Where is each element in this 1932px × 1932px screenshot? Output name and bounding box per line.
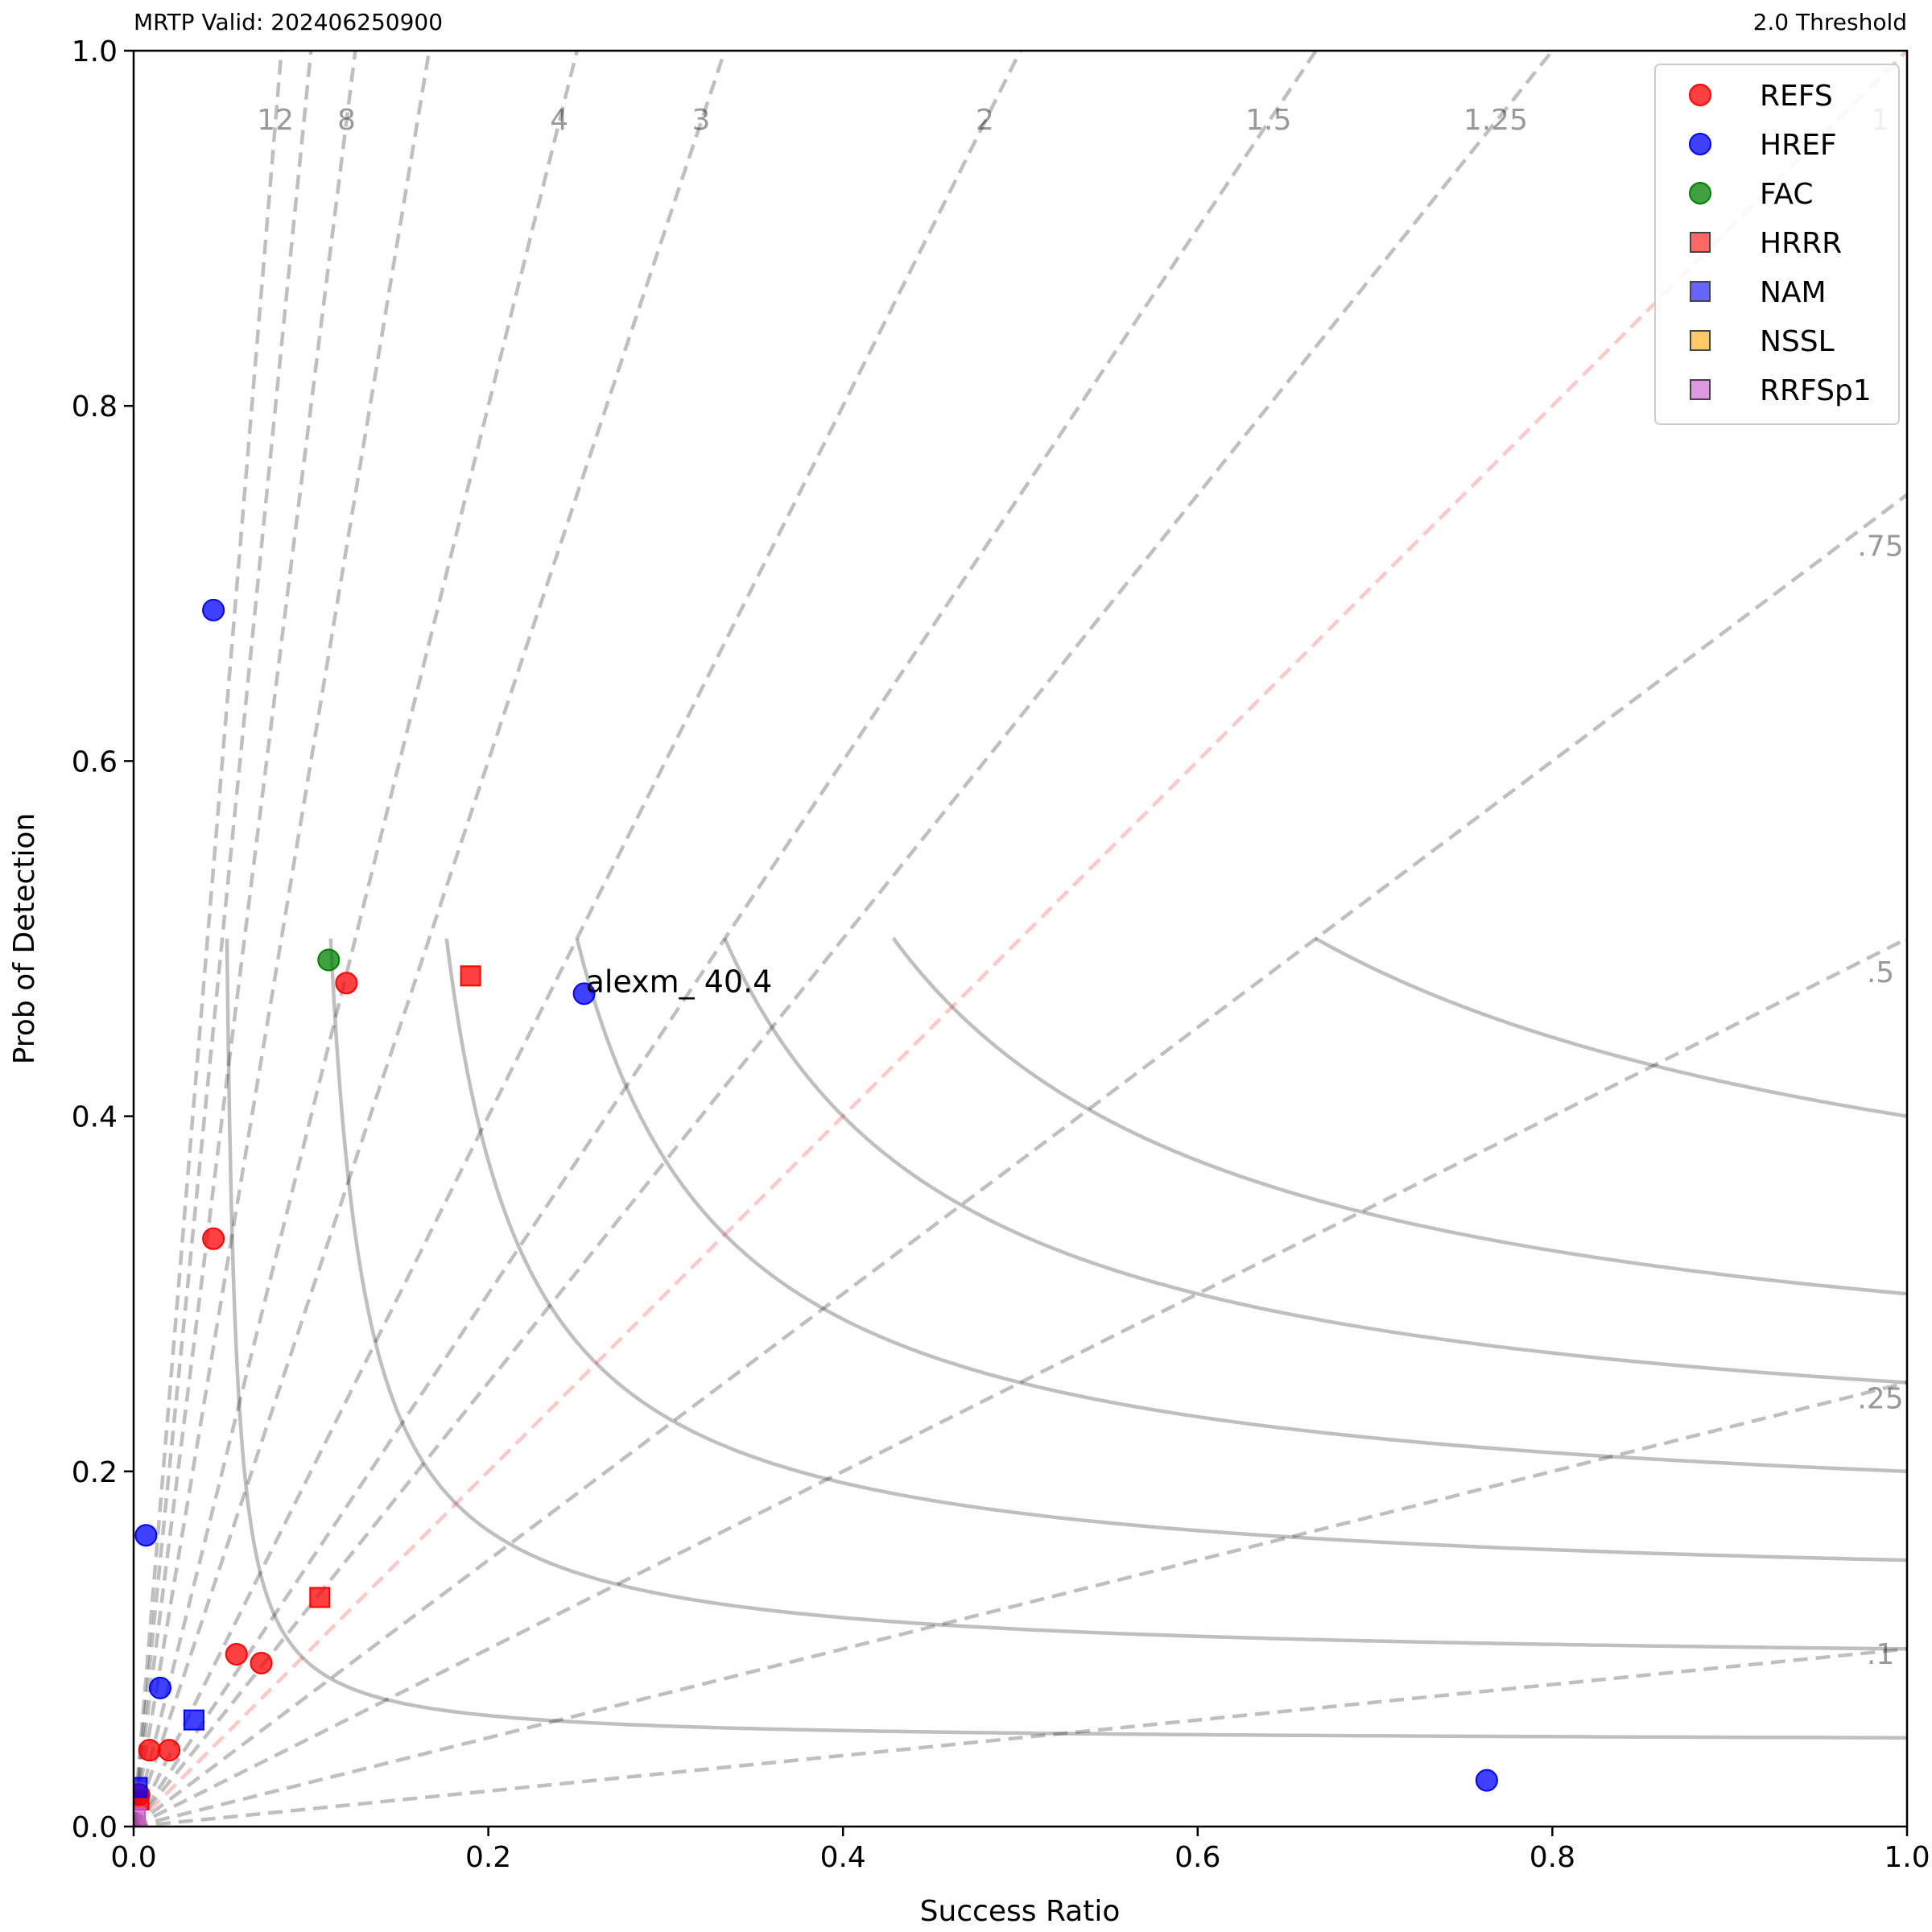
bias-label: .25 [1857, 1383, 1903, 1416]
legend-box [1654, 64, 1900, 425]
data-point [149, 1676, 171, 1699]
legend-marker [1690, 330, 1711, 351]
x-axis: 0.0 0.2 0.4 0.6 0.8 1.0 [110, 1827, 1930, 1874]
legend-label: NSSL [1760, 325, 1835, 358]
x-tick-label: 0.2 [465, 1841, 511, 1874]
data-points [134, 598, 1498, 1827]
bias-line [134, 51, 1319, 1827]
data-point [460, 965, 481, 987]
csi-contour [225, 939, 1907, 1740]
csi-contour [723, 937, 1907, 1385]
y-tick-label: 1.0 [72, 35, 118, 68]
bias-label: 2 [976, 104, 994, 137]
header-left-title: MRTP Valid: 202406250900 [134, 9, 443, 35]
data-point [572, 982, 596, 1005]
legend-label: NAM [1760, 276, 1827, 309]
data-point [134, 1524, 158, 1547]
legend-label: RRFSp1 [1760, 374, 1872, 407]
csi-contour [444, 939, 1907, 1563]
csi-contour [328, 939, 1907, 1651]
data-point [317, 948, 341, 972]
csi-contour [1315, 936, 1907, 1118]
legend-label: HRRR [1760, 227, 1842, 260]
data-point [138, 1739, 161, 1762]
legend-label: HREF [1760, 129, 1837, 162]
y-tick-label: 0.8 [72, 390, 118, 423]
header-right-title: 2.0 Threshold [1753, 9, 1907, 35]
legend-marker [1690, 281, 1711, 302]
x-axis-label: Success Ratio [920, 1895, 1121, 1928]
bias-label: 1.25 [1463, 104, 1528, 137]
data-point [250, 1652, 273, 1674]
data-point [335, 972, 358, 995]
bias-line [134, 1647, 1907, 1827]
data-point [309, 1587, 331, 1608]
x-tick-label: 0.4 [820, 1841, 866, 1874]
y-axis-label: Prob of Detection [8, 813, 41, 1064]
bias-label: 3 [692, 104, 711, 137]
legend-marker [1690, 232, 1711, 253]
y-tick-label: 0.2 [72, 1456, 118, 1489]
bias-line [134, 51, 1555, 1827]
plot-frame [132, 49, 1909, 1828]
x-tick-label: 1.0 [1884, 1841, 1930, 1874]
data-point [134, 1807, 147, 1827]
data-point [225, 1643, 248, 1666]
data-point [1475, 1769, 1498, 1792]
data-point [134, 1777, 148, 1798]
annotations: alexm_ 40.4 [586, 964, 773, 999]
bias-line [134, 936, 1907, 1827]
data-point [158, 1739, 181, 1762]
bias-label: 4 [550, 104, 568, 137]
legend-marker [1689, 84, 1711, 106]
legend-marker [1689, 182, 1711, 204]
bias-label: .1 [1867, 1638, 1894, 1671]
bias-line [134, 1381, 1907, 1827]
legend-marker [1690, 379, 1711, 400]
bias-line [134, 51, 580, 1827]
data-point [202, 1227, 225, 1250]
y-tick-label: 0.4 [72, 1101, 118, 1134]
data-point [202, 598, 225, 621]
x-tick-label: 0.6 [1174, 1841, 1220, 1874]
bias-line [134, 492, 1907, 1827]
bias-label: .5 [1867, 956, 1894, 989]
data-point [183, 1709, 204, 1731]
bias-label: 1.5 [1245, 104, 1291, 137]
y-tick-label: 0.6 [72, 745, 118, 778]
legend-label: REFS [1760, 80, 1833, 113]
legend-label: FAC [1760, 178, 1814, 211]
csi-contour [1905, 936, 1907, 941]
legend-marker [1689, 133, 1711, 155]
legend: REFS HREF FAC HRRR NAM NSSL RRFSp1 [1654, 64, 1900, 425]
x-tick-label: 0.8 [1530, 1841, 1575, 1874]
y-tick-label: 0.0 [72, 1811, 118, 1844]
bias-line [134, 51, 1023, 1827]
y-axis: 0.0 0.2 0.4 0.6 0.8 1.0 [72, 35, 134, 1844]
csi-contour [891, 936, 1907, 1296]
point-annotation: alexm_ 40.4 [586, 964, 773, 999]
x-tick-label: 0.0 [110, 1841, 156, 1874]
bias-label: .75 [1857, 530, 1903, 564]
bias-label: 12 [257, 104, 294, 137]
bias-label: 8 [337, 104, 356, 137]
csi-contour [575, 938, 1907, 1474]
